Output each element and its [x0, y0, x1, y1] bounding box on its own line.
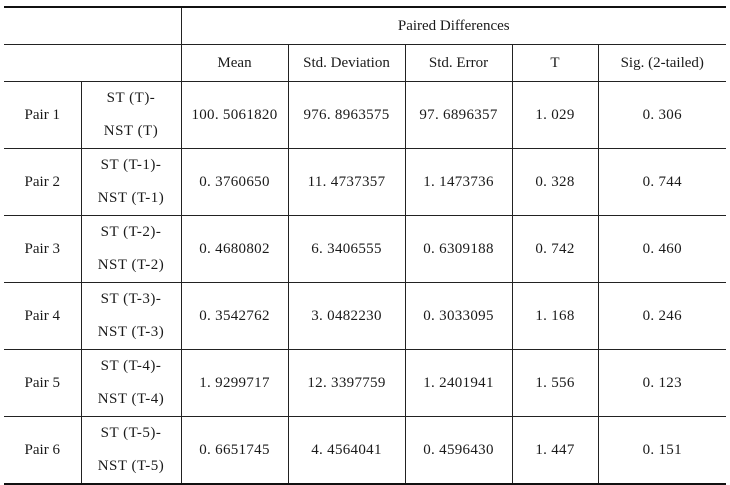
- header-row-columns: Mean Std. Deviation Std. Error T Sig. (2…: [4, 44, 726, 82]
- mean-value: 100. 5061820: [180, 81, 288, 149]
- sig-value: 0. 460: [597, 215, 726, 283]
- comparison-line-2: NST (T-5): [97, 458, 165, 474]
- comparison-line-1: ST (T-1)-: [100, 157, 162, 173]
- column-header-std-error: Std. Error: [404, 44, 512, 82]
- mean-value: 0. 6651745: [180, 416, 288, 485]
- group-header-paired-differences: Paired Differences: [180, 6, 726, 45]
- mean-value: 1. 9299717: [180, 349, 288, 417]
- comparison-line-2: NST (T-4): [97, 391, 165, 407]
- column-header-sig-2-tailed: Sig. (2-tailed): [597, 44, 726, 82]
- sig-value: 0. 123: [597, 349, 726, 417]
- mean-value: 0. 4680802: [180, 215, 288, 283]
- std-deviation-value: 11. 4737357: [287, 148, 405, 216]
- comparison-cell: ST (T)- NST (T): [80, 81, 181, 149]
- std-deviation-value: 4. 4564041: [287, 416, 405, 485]
- std-deviation-value: 6. 3406555: [287, 215, 405, 283]
- header-row-group: Paired Differences: [4, 6, 726, 45]
- comparison-line-2: NST (T-3): [97, 324, 165, 340]
- pair-label: Pair 6: [4, 416, 81, 485]
- comparison-line-1: ST (T)-: [106, 90, 156, 106]
- column-header-t: T: [511, 44, 598, 82]
- comparison-line-2: NST (T-2): [97, 257, 165, 273]
- sig-value: 0. 744: [597, 148, 726, 216]
- comparison-line-1: ST (T-5)-: [100, 425, 162, 441]
- column-header-std-deviation: Std. Deviation: [287, 44, 405, 82]
- table-row-pair-2: Pair 2 ST (T-1)- NST (T-1) 0. 3760650 11…: [4, 148, 726, 216]
- column-header-mean: Mean: [180, 44, 288, 82]
- std-error-value: 97. 6896357: [404, 81, 512, 149]
- std-deviation-value: 976. 8963575: [287, 81, 405, 149]
- comparison-cell: ST (T-2)- NST (T-2): [80, 215, 181, 283]
- t-value: 0. 328: [511, 148, 598, 216]
- comparison-cell: ST (T-1)- NST (T-1): [80, 148, 181, 216]
- comparison-cell: ST (T-4)- NST (T-4): [80, 349, 181, 417]
- pair-label: Pair 4: [4, 282, 81, 350]
- t-value: 1. 029: [511, 81, 598, 149]
- table-row-pair-3: Pair 3 ST (T-2)- NST (T-2) 0. 4680802 6.…: [4, 215, 726, 283]
- std-error-value: 0. 4596430: [404, 416, 512, 485]
- std-deviation-value: 12. 3397759: [287, 349, 405, 417]
- comparison-cell: ST (T-5)- NST (T-5): [80, 416, 181, 485]
- t-value: 0. 742: [511, 215, 598, 283]
- std-deviation-value: 3. 0482230: [287, 282, 405, 350]
- pair-label: Pair 5: [4, 349, 81, 417]
- comparison-line-1: ST (T-4)-: [100, 358, 162, 374]
- table-row-pair-4: Pair 4 ST (T-3)- NST (T-3) 0. 3542762 3.…: [4, 282, 726, 350]
- std-error-value: 0. 3033095: [404, 282, 512, 350]
- table-row-pair-6: Pair 6 ST (T-5)- NST (T-5) 0. 6651745 4.…: [4, 416, 726, 485]
- paired-differences-table: Paired Differences Mean Std. Deviation S…: [4, 6, 726, 485]
- mean-value: 0. 3760650: [180, 148, 288, 216]
- comparison-line-2: NST (T): [103, 123, 159, 139]
- header-corner-cell-lower: [4, 44, 181, 82]
- std-error-value: 0. 6309188: [404, 215, 512, 283]
- sig-value: 0. 246: [597, 282, 726, 350]
- std-error-value: 1. 1473736: [404, 148, 512, 216]
- std-error-value: 1. 2401941: [404, 349, 512, 417]
- sig-value: 0. 151: [597, 416, 726, 485]
- sig-value: 0. 306: [597, 81, 726, 149]
- pair-label: Pair 2: [4, 148, 81, 216]
- table-row-pair-1: Pair 1 ST (T)- NST (T) 100. 5061820 976.…: [4, 81, 726, 149]
- comparison-line-1: ST (T-2)-: [100, 224, 162, 240]
- mean-value: 0. 3542762: [180, 282, 288, 350]
- t-value: 1. 168: [511, 282, 598, 350]
- pair-label: Pair 1: [4, 81, 81, 149]
- header-corner-cell: [4, 6, 181, 45]
- comparison-cell: ST (T-3)- NST (T-3): [80, 282, 181, 350]
- table-row-pair-5: Pair 5 ST (T-4)- NST (T-4) 1. 9299717 12…: [4, 349, 726, 417]
- comparison-line-2: NST (T-1): [97, 190, 165, 206]
- comparison-line-1: ST (T-3)-: [100, 291, 162, 307]
- t-value: 1. 556: [511, 349, 598, 417]
- t-value: 1. 447: [511, 416, 598, 485]
- pair-label: Pair 3: [4, 215, 81, 283]
